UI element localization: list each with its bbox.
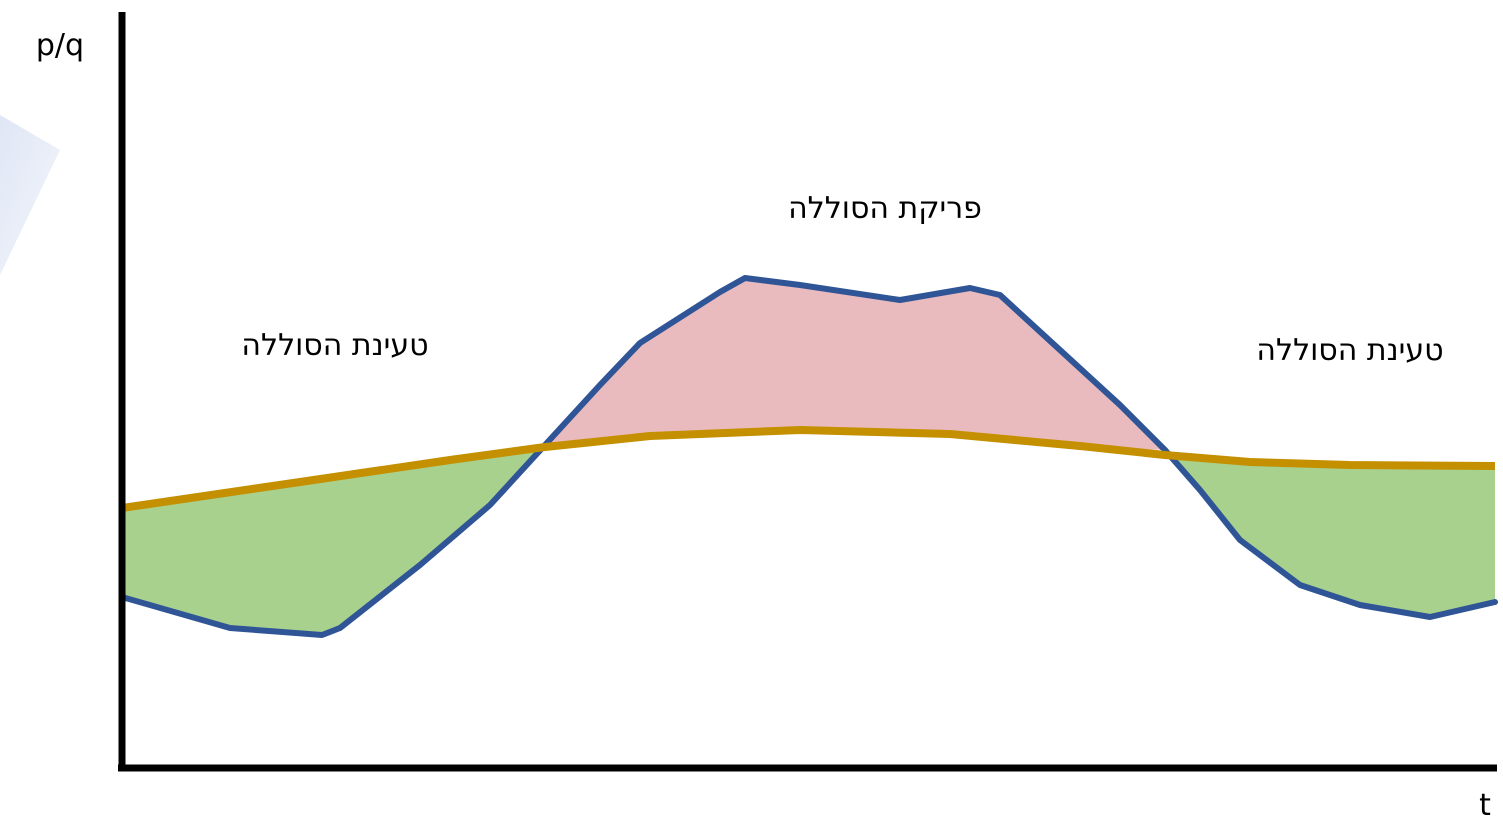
region-label: טעינת הסוללה bbox=[1256, 333, 1443, 368]
discharge-area bbox=[545, 278, 1165, 450]
threshold-curve bbox=[121, 426, 1496, 512]
region-label: טעינת הסוללה bbox=[241, 328, 428, 363]
background-wedge bbox=[0, 115, 60, 275]
region-label: פריקת הסוללה bbox=[788, 191, 982, 226]
consumption-curve bbox=[119, 275, 1498, 638]
x-axis-label: t bbox=[1479, 788, 1491, 823]
charge-area-right bbox=[1165, 455, 1495, 617]
y-axis-label: p/q bbox=[36, 28, 84, 63]
